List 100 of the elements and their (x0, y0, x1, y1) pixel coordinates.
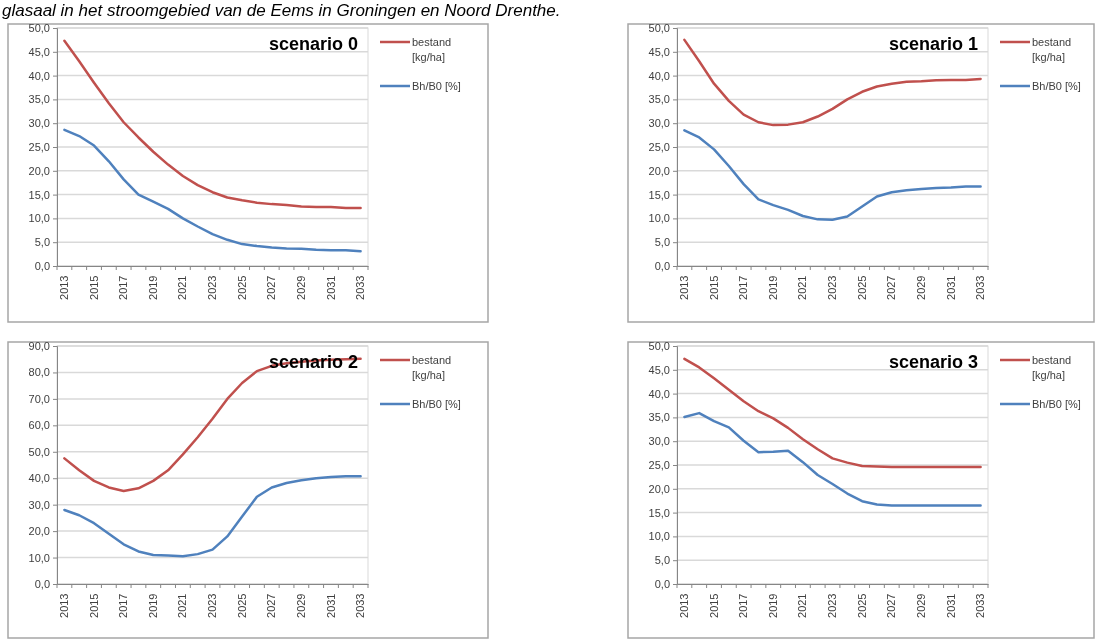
y-tick-label: 20,0 (648, 164, 670, 177)
x-tick-label: 2017 (117, 275, 130, 300)
x-tick-label: 2033 (354, 593, 367, 618)
y-tick-label: 20,0 (648, 482, 670, 495)
line-series (63, 39, 362, 210)
y-tick-label: 15,0 (648, 188, 670, 201)
x-tick-label: 2013 (677, 593, 690, 618)
x-tick-label: 2033 (974, 275, 987, 300)
x-tick-label: 2025 (855, 275, 868, 300)
x-tick-label: 2021 (796, 593, 809, 618)
y-tick-label: 40,0 (28, 472, 50, 485)
y-tick-label: 5,0 (654, 236, 670, 249)
y-tick-label: 10,0 (648, 530, 670, 543)
y-tick-label: 50,0 (648, 22, 670, 35)
line-series (63, 475, 362, 558)
x-tick-label: 2025 (855, 593, 868, 618)
line-series (683, 129, 982, 222)
y-tick-label: 80,0 (28, 366, 50, 379)
x-tick-label: 2017 (737, 275, 750, 300)
x-tick-label: 2029 (914, 593, 927, 618)
x-tick-label: 2015 (707, 593, 720, 618)
legend-label: bestand [kg/ha] (412, 36, 452, 63)
x-tick-label: 2027 (265, 593, 278, 618)
x-tick-label: 2031 (324, 275, 337, 300)
y-tick-label: 35,0 (28, 93, 50, 106)
legend-label: Bh/B0 [%] (412, 398, 461, 410)
legend-label: bestand [kg/ha] (1032, 36, 1072, 63)
x-tick-label: 2027 (885, 593, 898, 618)
legend-label: Bh/B0 [%] (1032, 398, 1081, 410)
legend-label: Bh/B0 [%] (1032, 80, 1081, 92)
x-tick-label: 2015 (707, 275, 720, 300)
legend-label: Bh/B0 [%] (412, 80, 461, 92)
line-series (683, 38, 982, 127)
y-tick-label: 90,0 (28, 340, 50, 353)
y-tick-label: 40,0 (648, 69, 670, 82)
y-tick-label: 30,0 (648, 435, 670, 448)
x-tick-label: 2029 (294, 275, 307, 300)
y-tick-label: 30,0 (28, 117, 50, 130)
y-tick-label: 45,0 (648, 45, 670, 58)
y-tick-label: 60,0 (28, 419, 50, 432)
x-tick-label: 2025 (235, 593, 248, 618)
x-tick-label: 2021 (176, 593, 189, 618)
y-tick-label: 25,0 (28, 141, 50, 154)
x-tick-label: 2019 (146, 593, 159, 618)
y-tick-label: 15,0 (28, 188, 50, 201)
x-tick-label: 2013 (677, 275, 690, 300)
x-tick-label: 2019 (766, 593, 779, 618)
y-tick-label: 20,0 (28, 525, 50, 538)
y-tick-label: 35,0 (648, 93, 670, 106)
y-tick-label: 15,0 (648, 506, 670, 519)
y-tick-label: 30,0 (28, 498, 50, 511)
legend-label: bestand [kg/ha] (1032, 354, 1072, 381)
y-tick-label: 25,0 (648, 141, 670, 154)
x-tick-label: 2031 (324, 593, 337, 618)
x-tick-label: 2029 (914, 275, 927, 300)
x-tick-label: 2021 (796, 275, 809, 300)
y-tick-label: 35,0 (648, 411, 670, 424)
line-series (683, 357, 982, 469)
x-tick-label: 2013 (57, 275, 70, 300)
y-tick-label: 25,0 (648, 459, 670, 472)
x-tick-label: 2031 (944, 275, 957, 300)
y-tick-label: 0,0 (654, 260, 670, 273)
y-tick-label: 45,0 (28, 45, 50, 58)
y-tick-label: 20,0 (28, 164, 50, 177)
x-tick-label: 2023 (206, 593, 219, 618)
y-tick-label: 50,0 (28, 445, 50, 458)
x-tick-label: 2019 (766, 275, 779, 300)
x-tick-label: 2029 (294, 593, 307, 618)
line-series (63, 128, 362, 253)
x-tick-label: 2017 (117, 593, 130, 618)
y-tick-label: 70,0 (28, 392, 50, 405)
y-tick-label: 40,0 (648, 387, 670, 400)
x-tick-label: 2013 (57, 593, 70, 618)
x-tick-label: 2021 (176, 275, 189, 300)
y-tick-label: 0,0 (654, 578, 670, 591)
x-tick-label: 2015 (87, 593, 100, 618)
y-tick-label: 45,0 (648, 363, 670, 376)
x-tick-label: 2027 (265, 275, 278, 300)
y-tick-label: 5,0 (34, 236, 50, 249)
y-tick-label: 5,0 (654, 554, 670, 567)
x-tick-label: 2023 (206, 275, 219, 300)
x-tick-label: 2015 (87, 275, 100, 300)
x-tick-label: 2017 (737, 593, 750, 618)
y-tick-label: 30,0 (648, 117, 670, 130)
legend-label: bestand [kg/ha] (412, 354, 452, 381)
chart-title: scenario 1 (888, 34, 978, 54)
y-tick-label: 40,0 (28, 69, 50, 82)
y-tick-label: 0,0 (34, 260, 50, 273)
y-tick-label: 0,0 (34, 578, 50, 591)
x-tick-label: 2033 (354, 275, 367, 300)
y-tick-label: 10,0 (28, 212, 50, 225)
chart-title: scenario 0 (268, 34, 358, 54)
line-series (683, 411, 982, 507)
y-tick-label: 50,0 (28, 22, 50, 35)
line-series (63, 357, 362, 493)
x-tick-label: 2023 (826, 275, 839, 300)
y-tick-label: 10,0 (28, 551, 50, 564)
x-tick-label: 2033 (974, 593, 987, 618)
x-tick-label: 2019 (146, 275, 159, 300)
x-tick-label: 2023 (826, 593, 839, 618)
